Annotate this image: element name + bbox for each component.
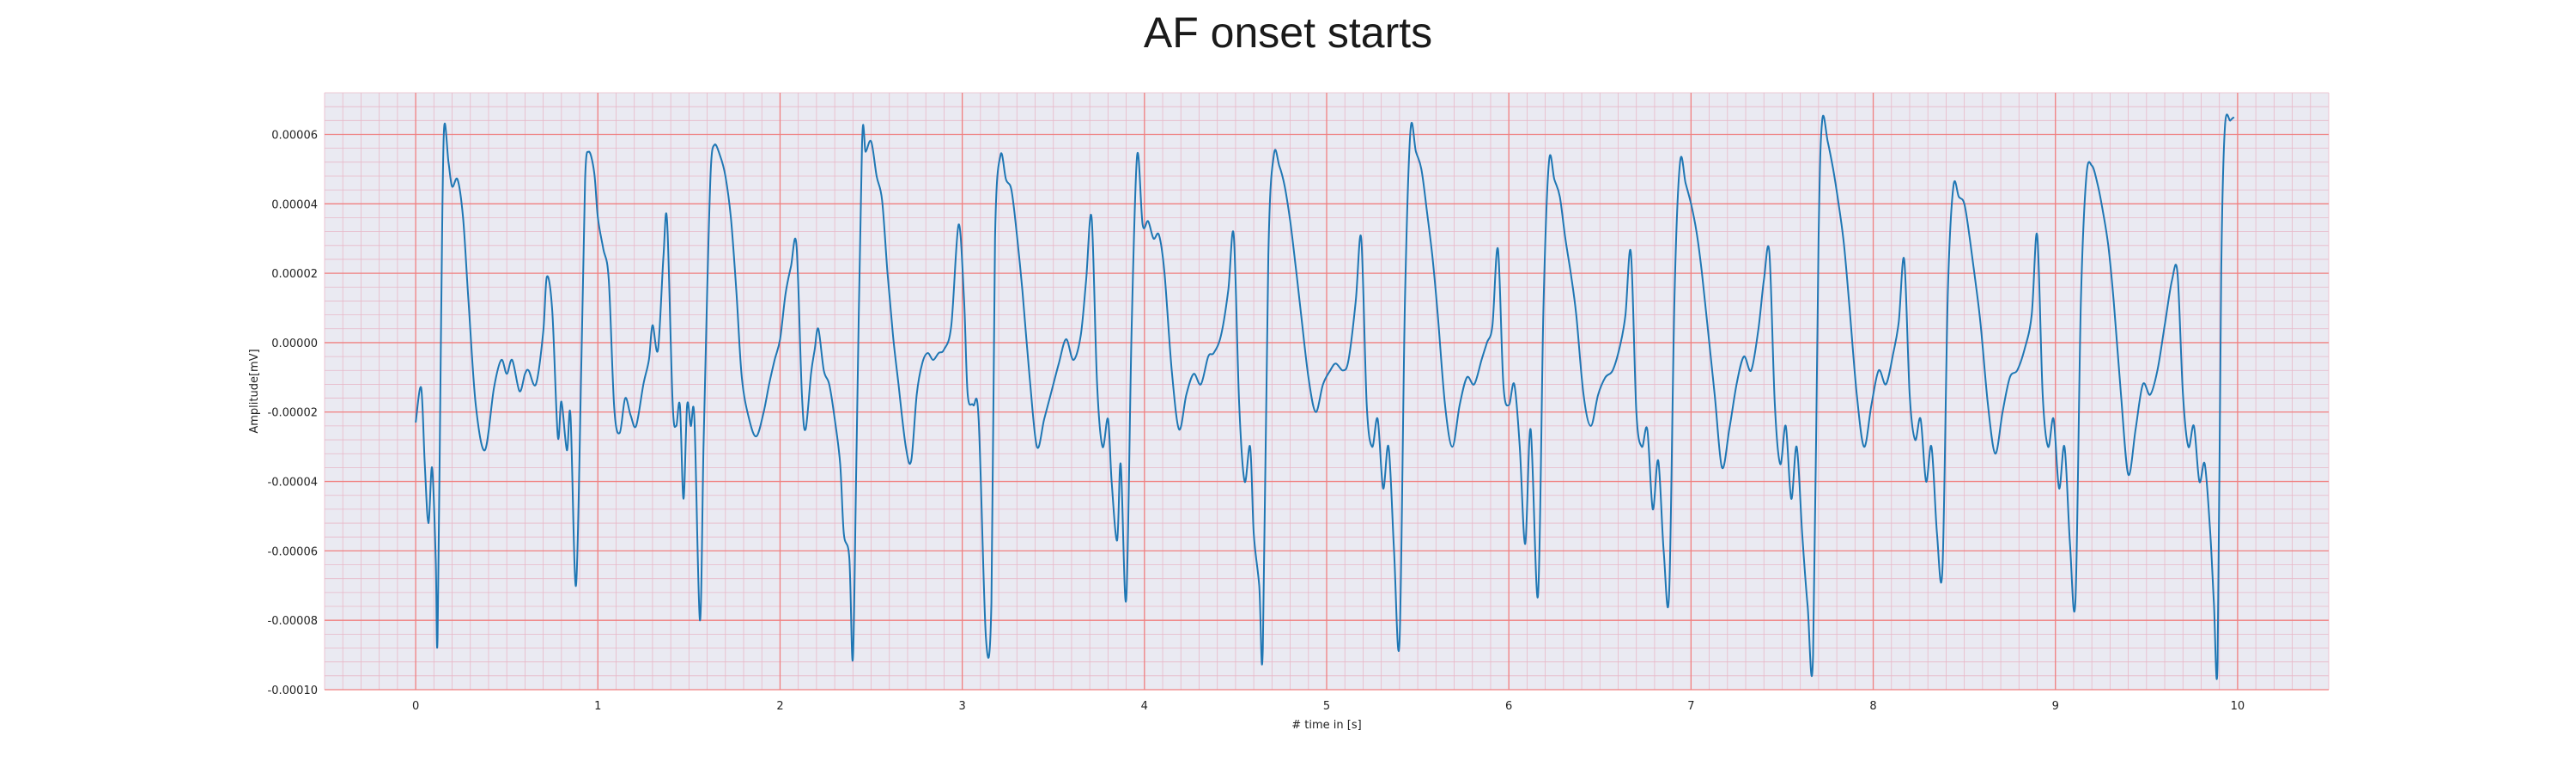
y-axis-ticks: -0.00010 -0.00008 -0.00006 -0.00004 -0.00002… [268,129,318,697]
y-tick-label: 0.00000 [271,338,318,350]
x-axis-ticks: 0 1 2 3 4 5 6 7 8 9 10 [412,700,2245,713]
y-tick-label: -0.00004 [268,477,318,490]
x-tick-label: 8 [1869,700,1876,713]
y-tick-label: 0.00004 [271,198,318,211]
y-tick-label: -0.00010 [268,685,318,697]
major-grid [325,93,2329,691]
x-tick-label: 3 [958,700,965,713]
y-tick-label: -0.00008 [268,615,318,628]
x-axis-label: # time in [s] [1291,719,1361,732]
x-tick-label: 1 [594,700,601,713]
x-tick-label: 7 [1687,700,1694,713]
y-tick-label: 0.00006 [271,129,318,142]
x-tick-label: 9 [2052,700,2059,713]
y-axis-label: Amplitude[mV] [248,349,261,433]
y-tick-label: -0.00006 [268,545,318,558]
x-tick-label: 2 [776,700,783,713]
x-tick-label: 4 [1141,700,1148,713]
x-tick-label: 6 [1505,700,1512,713]
x-tick-label: 10 [2231,700,2245,713]
x-tick-label: 0 [412,700,419,713]
y-tick-label: -0.00002 [268,407,318,420]
x-tick-label: 5 [1323,700,1330,713]
y-tick-label: 0.00002 [271,268,318,281]
chart-title: AF onset starts [1143,9,1433,57]
ecg-series-line [415,113,2235,680]
